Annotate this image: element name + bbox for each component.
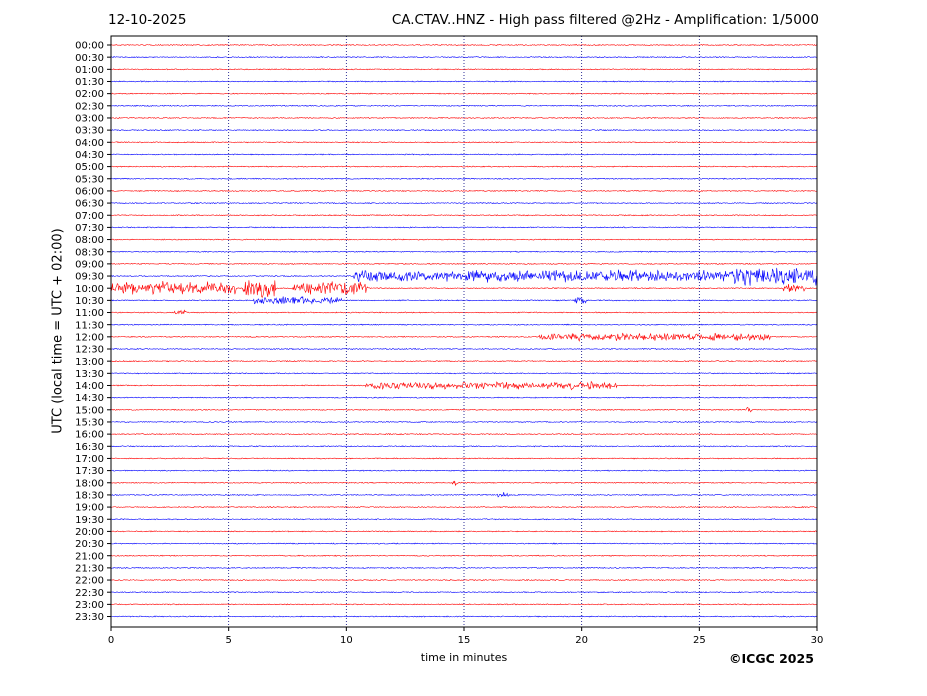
x-tick-label: 5 — [225, 635, 231, 646]
trace-row — [110, 420, 817, 423]
trace-row — [110, 348, 817, 350]
y-tick-label: 22:30 — [75, 588, 104, 599]
trace-row — [110, 407, 817, 413]
trace-row — [110, 480, 817, 487]
plot-frame — [110, 35, 818, 628]
y-tick-label: 16:30 — [75, 442, 104, 453]
y-tick-label: 23:30 — [75, 612, 104, 623]
y-tick-label: 04:00 — [75, 138, 104, 149]
y-tick-label: 00:30 — [75, 53, 104, 64]
x-tick-label: 15 — [458, 635, 471, 646]
y-tick-label: 09:30 — [75, 272, 104, 283]
y-tick-label: 02:00 — [75, 89, 104, 100]
minute-grid — [228, 36, 700, 627]
y-tick-label: 16:00 — [75, 430, 104, 441]
x-tick-label: 0 — [108, 635, 114, 646]
y-tick-label: 20:00 — [75, 527, 104, 538]
x-tick-label: 25 — [693, 635, 706, 646]
y-tick-label: 20:30 — [75, 539, 104, 550]
y-tick-label: 17:00 — [75, 454, 104, 465]
y-tick-label: 06:00 — [75, 187, 104, 198]
trace-row — [110, 226, 817, 229]
y-tick-label: 03:00 — [75, 114, 104, 125]
x-axis: 0 5 10 15 20 25 30 — [108, 627, 824, 646]
y-tick-label: 02:30 — [75, 101, 104, 112]
y-tick-label: 03:30 — [75, 126, 104, 137]
trace-row — [110, 153, 817, 156]
y-tick-label: 12:30 — [75, 345, 104, 356]
trace-row — [110, 457, 817, 460]
y-tick-label: 19:00 — [75, 503, 104, 514]
trace-row — [110, 250, 817, 253]
trace-row — [110, 238, 817, 241]
trace-row — [110, 396, 817, 399]
y-tick-label: 13:30 — [75, 369, 104, 380]
x-tick-label: 10 — [340, 635, 353, 646]
trace-row — [110, 615, 817, 618]
y-tick-label: 10:30 — [75, 296, 104, 307]
x-axis-label: time in minutes — [420, 651, 508, 664]
y-tick-label: 05:30 — [75, 174, 104, 185]
y-tick-label: 13:00 — [75, 357, 104, 368]
trace-row — [110, 177, 817, 180]
y-tick-label: 06:30 — [75, 199, 104, 210]
y-tick-label: 23:00 — [75, 600, 104, 611]
trace-row — [110, 165, 817, 168]
trace-row — [110, 380, 817, 391]
y-tick-label: 07:00 — [75, 211, 104, 222]
y-tick-label: 11:00 — [75, 308, 104, 319]
y-tick-label: 15:00 — [75, 405, 104, 416]
y-tick-label: 08:30 — [75, 247, 104, 258]
y-tick-label: 18:30 — [75, 491, 104, 502]
y-tick-label: 07:30 — [75, 223, 104, 234]
trace-row — [110, 603, 817, 606]
y-tick-label: 00:00 — [75, 41, 104, 52]
y-tick-label: 05:00 — [75, 162, 104, 173]
y-tick-label: 14:00 — [75, 381, 104, 392]
copyright-label: ©ICGC 2025 — [729, 651, 814, 666]
x-tick-label: 20 — [575, 635, 588, 646]
y-tick-label: 12:00 — [75, 332, 104, 343]
trace-row — [110, 469, 817, 472]
y-tick-label: 19:30 — [75, 515, 104, 526]
x-tick-label: 30 — [811, 635, 824, 646]
y-tick-label: 09:00 — [75, 259, 104, 270]
date-label: 12-10-2025 — [108, 12, 187, 28]
trace-row — [110, 445, 817, 448]
y-tick-label: 01:30 — [75, 77, 104, 88]
y-tick-label: 08:00 — [75, 235, 104, 246]
y-tick-label: 21:00 — [75, 551, 104, 562]
y-tick-label: 11:30 — [75, 320, 104, 331]
y-tick-label: 21:30 — [75, 563, 104, 574]
y-tick-label: 22:00 — [75, 576, 104, 587]
y-tick-label: 15:30 — [75, 418, 104, 429]
y-tick-label: 18:00 — [75, 478, 104, 489]
y-tick-label: 04:30 — [75, 150, 104, 161]
y-axis-label: UTC (local time = UTC + 02:00) — [50, 228, 66, 434]
y-tick-label: 17:30 — [75, 466, 104, 477]
trace-row — [110, 202, 817, 205]
trace-row — [110, 433, 817, 436]
trace-row — [110, 360, 817, 363]
y-tick-label: 10:00 — [75, 284, 104, 295]
trace-row — [111, 189, 817, 192]
chart-title: CA.CTAV..HNZ - High pass filtered @2Hz -… — [391, 12, 819, 28]
trace-row — [110, 214, 817, 217]
y-tick-label: 01:00 — [75, 65, 104, 76]
y-tick-label: 14:30 — [75, 393, 104, 404]
